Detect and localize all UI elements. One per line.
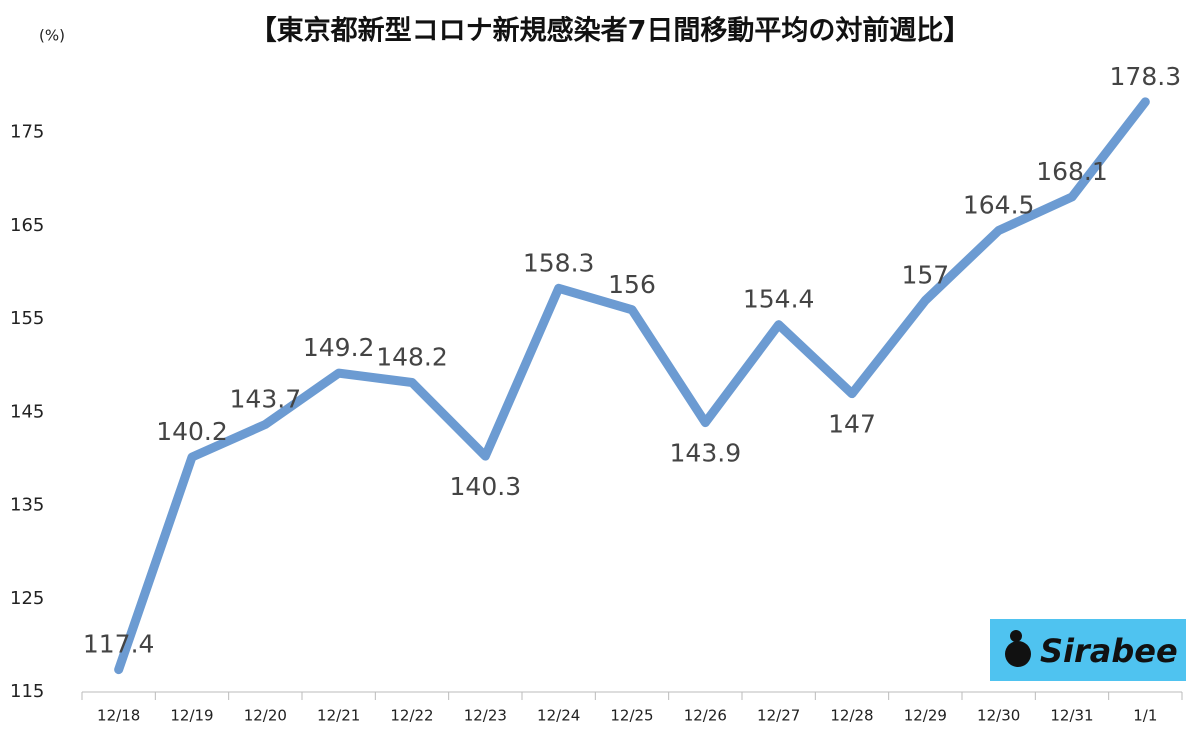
data-label: 157 (901, 260, 949, 289)
data-label: 143.7 (230, 384, 302, 413)
x-tick-label: 12/28 (830, 707, 873, 725)
y-tick-label: 135 (10, 495, 44, 516)
x-tick-label: 12/27 (757, 707, 800, 725)
chart-title: 【東京都新型コロナ新規感染者7日間移動平均の対前週比】 (250, 15, 971, 47)
x-tick-label: 12/30 (977, 707, 1020, 725)
y-tick-label: 125 (10, 588, 44, 609)
data-label: 148.2 (376, 342, 448, 371)
data-label: 140.3 (450, 472, 522, 501)
x-tick-label: 12/29 (904, 707, 947, 725)
y-axis-label: (%) (39, 27, 65, 45)
x-tick-label: 12/22 (390, 707, 433, 725)
x-tick-label: 12/20 (244, 707, 287, 725)
data-label: 168.1 (1036, 157, 1108, 186)
data-label: 156 (608, 270, 656, 299)
x-tick-label: 12/18 (97, 707, 140, 725)
logo-icon (1005, 641, 1031, 667)
x-tick-label: 12/26 (684, 707, 727, 725)
y-tick-label: 115 (10, 681, 44, 702)
x-tick-label: 12/19 (170, 707, 213, 725)
y-tick-label: 145 (10, 401, 44, 422)
x-tick-label: 12/25 (610, 707, 653, 725)
data-label: 143.9 (670, 439, 742, 468)
x-tick-label: 12/31 (1050, 707, 1093, 725)
x-tick-label: 12/24 (537, 707, 580, 725)
data-label: 158.3 (523, 248, 595, 277)
y-tick-label: 155 (10, 308, 44, 329)
data-label: 164.5 (963, 191, 1035, 220)
x-tick-label: 12/23 (464, 707, 507, 725)
data-label: 117.4 (83, 630, 155, 659)
watermark: Sirabee (1040, 632, 1178, 670)
data-label: 154.4 (743, 285, 815, 314)
data-line (114, 97, 1150, 675)
data-label: 147 (828, 410, 876, 439)
y-tick-label: 165 (10, 215, 44, 236)
data-label: 149.2 (303, 333, 375, 362)
y-tick-label: 175 (10, 122, 44, 143)
x-tick-label: 12/21 (317, 707, 360, 725)
logo-icon-head (1010, 630, 1022, 642)
data-label: 140.2 (156, 417, 228, 446)
data-label: 178.3 (1110, 62, 1182, 91)
x-tick-label: 1/1 (1133, 707, 1157, 725)
